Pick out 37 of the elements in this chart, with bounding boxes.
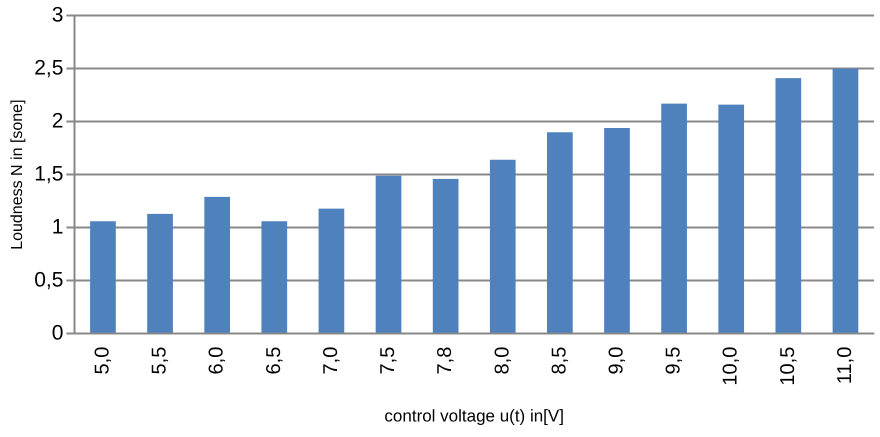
y-tick-label: 0,5 [34,268,64,292]
x-tick-label: 5,5 [148,346,171,374]
bar [604,128,630,333]
y-tick-label: 3 [52,3,64,26]
y-tick-label: 1 [52,215,64,238]
bar [718,104,744,333]
x-tick-label: 7,0 [320,346,342,374]
bar [204,196,230,333]
x-tick-label: 7,8 [434,346,456,374]
x-tick-label: 11,0 [834,346,856,384]
x-tick-label: 9,5 [662,346,685,374]
bar [432,178,458,333]
y-tick-label: 2 [52,109,64,132]
bar [775,78,802,333]
x-tick-label: 6,5 [262,346,285,374]
x-tick-label: 10,0 [720,346,742,386]
x-tick-label: 8,0 [491,346,514,374]
x-tick-label: 5,0 [91,346,114,374]
x-tick-label: 10,5 [776,346,799,386]
x-tick-label: 6,0 [206,346,228,374]
bar [261,221,288,333]
bar [832,68,858,333]
y-axis-title: Loudness N in [sone] [9,99,26,250]
x-tick-label: 9,0 [606,346,628,374]
bar [490,160,516,333]
bar [661,104,687,333]
bar [376,176,402,333]
bar [318,208,344,333]
y-tick-label: 0 [52,321,64,344]
bar [90,221,116,333]
y-tick-label: 2,5 [34,56,64,80]
y-tick-label: 1,5 [34,162,64,186]
bar [547,132,573,333]
x-tick-label: 8,5 [548,346,570,374]
x-axis-title: control voltage u(t) in[V] [384,406,564,426]
bar [147,214,173,333]
x-tick-label: 7,5 [377,346,400,374]
